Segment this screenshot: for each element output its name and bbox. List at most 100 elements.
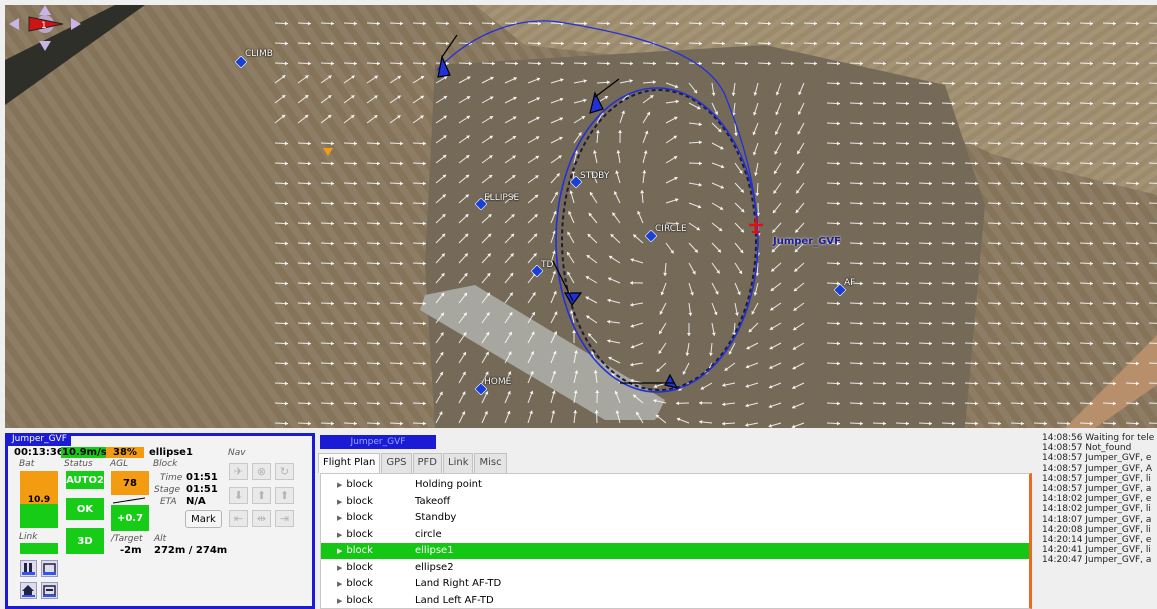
settings-button[interactable]	[20, 560, 37, 577]
expand-icon[interactable]: ▶	[337, 580, 343, 588]
block-name: ellipse1	[149, 447, 193, 458]
tab-link[interactable]: Link	[443, 453, 474, 473]
list-item[interactable]: ▶ block Land Left AF-TD	[321, 593, 1029, 609]
vector-arrowhead	[618, 130, 623, 134]
tab-pfd[interactable]: PFD	[412, 453, 442, 473]
shift-right-button[interactable]: ⇥	[275, 510, 294, 527]
gear-button[interactable]	[41, 560, 58, 577]
expand-icon[interactable]: ▶	[337, 514, 343, 522]
climb-button[interactable]: ⬆	[275, 487, 294, 504]
config-button[interactable]	[41, 582, 58, 599]
vector-arrowhead	[445, 41, 449, 46]
vector-arrowhead	[836, 41, 840, 46]
vector-arrowhead	[1135, 201, 1139, 206]
mode-badge[interactable]: AUTO2	[66, 471, 104, 489]
vector-arrowhead	[486, 273, 491, 277]
vector-arrowhead	[790, 61, 794, 66]
list-item[interactable]: ▶ block ellipse2	[321, 560, 1029, 576]
expand-icon[interactable]: ▶	[337, 481, 343, 489]
tab-flight-plan[interactable]: Flight Plan	[318, 453, 381, 473]
svg-text:1: 1	[41, 21, 47, 31]
vector-arrowhead	[791, 424, 796, 428]
kill-button[interactable]: ⊗	[252, 463, 271, 480]
link-indicator	[20, 543, 58, 554]
vector-arrowhead	[714, 111, 719, 115]
message-console[interactable]: 14:08:56 Waiting for tele 14:08:57 Not_f…	[1040, 433, 1157, 609]
vector-arrowhead	[696, 105, 701, 110]
list-item[interactable]: ▶ block Takeoff	[321, 494, 1029, 510]
vector-arrowhead	[882, 181, 886, 186]
vector-arrowhead	[307, 221, 311, 226]
expand-icon[interactable]: ▶	[337, 547, 343, 555]
speed-value: 10.9m/s	[61, 447, 108, 458]
vector-arrowhead	[1020, 421, 1024, 426]
shift-up-button[interactable]: ⬆	[252, 487, 271, 504]
aircraft-tab[interactable]: Jumper_GVF	[320, 435, 436, 449]
vector-arrowhead	[1020, 181, 1024, 186]
vector-arrowhead	[1089, 61, 1093, 66]
shift-left-button[interactable]: ⇤	[229, 510, 248, 527]
vector-arrowhead	[1020, 101, 1024, 106]
home-button[interactable]	[20, 582, 37, 599]
vector-arrowhead	[1135, 21, 1139, 26]
tab-misc[interactable]: Misc	[474, 453, 507, 473]
vector-arrowhead	[461, 411, 466, 415]
shift-down-button[interactable]: ⬇	[229, 487, 248, 504]
vector-arrowhead	[443, 115, 447, 120]
vector-arrowhead	[445, 61, 449, 66]
vector-arrowhead	[462, 351, 467, 356]
list-item-current[interactable]: ▶ block ellipse1	[321, 543, 1029, 559]
vector-arrowhead	[774, 131, 779, 135]
compass-icon[interactable]: 1	[5, 5, 91, 65]
vector-arrowhead	[307, 241, 311, 246]
launch-button[interactable]: ✈	[229, 463, 248, 480]
vector-arrowhead	[1135, 341, 1139, 346]
vector-arrowhead	[307, 301, 311, 306]
mark-button[interactable]: Mark	[185, 510, 222, 528]
list-item[interactable]: ▶ block Land Right AF-TD	[321, 576, 1029, 592]
expand-icon[interactable]: ▶	[337, 497, 343, 506]
vector-arrowhead	[583, 79, 587, 84]
vector-arrowhead	[792, 385, 796, 390]
expand-icon[interactable]: ▶	[337, 596, 343, 605]
vector-arrowhead	[1043, 241, 1047, 246]
list-item[interactable]: ▶ block circle	[321, 527, 1029, 543]
vector-arrowhead	[836, 161, 840, 166]
vector-arrowhead	[797, 130, 802, 135]
list-item[interactable]: ▶ block Standby	[321, 510, 1029, 526]
vector-arrowhead	[551, 390, 556, 394]
vector-arrowhead	[1112, 261, 1116, 266]
vector-arrowhead	[1089, 321, 1093, 326]
vector-arrowhead	[698, 61, 702, 66]
vector-arrowhead	[353, 161, 357, 166]
vector-arrowhead	[698, 21, 702, 26]
vector-arrowhead	[607, 339, 611, 344]
vector-arrowhead	[571, 170, 576, 174]
vector-arrowhead	[485, 332, 490, 336]
vector-arrowhead	[836, 241, 840, 246]
resurrect-button[interactable]: ↻	[275, 463, 294, 480]
expand-icon[interactable]: ▶	[337, 563, 343, 572]
vector-arrowhead	[673, 135, 677, 140]
vector-arrowhead	[534, 175, 539, 179]
vector-arrowhead	[609, 255, 613, 260]
vector-arrowhead	[554, 191, 558, 196]
row-kind: block	[346, 528, 373, 540]
vector-arrowhead	[882, 321, 886, 326]
map-view[interactable]: 1 CLIMB STDBY ELLIPSE CIRCLE TD AF HOME …	[5, 5, 1157, 428]
vector-arrowhead	[376, 361, 380, 366]
vector-arrowhead	[440, 292, 445, 297]
gps-status-badge: OK	[66, 498, 104, 520]
vector-arrow	[1148, 402, 1157, 404]
list-item[interactable]: ▶ block Holding point	[321, 477, 1029, 493]
vector-arrowhead	[659, 330, 663, 335]
vector-arrowhead	[974, 421, 978, 426]
home-icon	[22, 585, 35, 597]
vector-arrowhead	[307, 161, 311, 166]
vector-arrowhead	[1112, 41, 1116, 46]
expand-icon[interactable]: ▶	[337, 530, 343, 539]
flight-plan-list[interactable]: ▶ block Holding point ▶ block Takeoff ▶ blo…	[320, 473, 1032, 609]
center-button[interactable]: ⇹	[252, 510, 271, 527]
tab-gps[interactable]: GPS	[381, 453, 412, 473]
vector-arrowhead	[537, 61, 541, 66]
